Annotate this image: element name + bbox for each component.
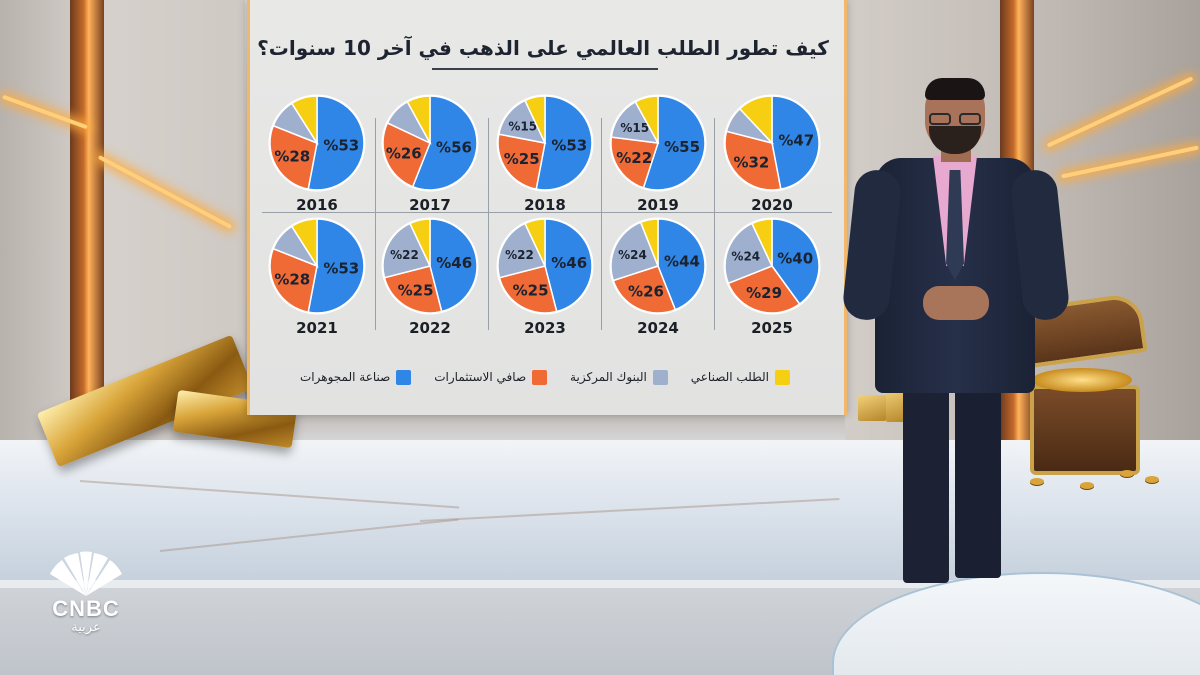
glasses-icon (929, 113, 951, 125)
grid-line-vertical (601, 118, 602, 330)
peacock-icon (50, 551, 122, 596)
year-label-2021: 2021 (296, 319, 338, 337)
grid-line-vertical (488, 118, 489, 330)
legend-swatch-central-banks (652, 369, 668, 385)
presenter-right-leg (955, 378, 1001, 578)
glasses-icon (959, 113, 981, 125)
legend-label-industrial: الطلب الصناعي (690, 370, 769, 384)
year-label-2024: 2024 (637, 319, 679, 337)
treasure-chest (1030, 385, 1140, 475)
chart-legend: صناعة المجوهرات صافي الاستثمارات البنوك … (300, 365, 790, 389)
left-glow-pillar (70, 0, 104, 440)
legend-item-investment: صافي الاستثمارات (434, 369, 548, 385)
year-label-2022: 2022 (409, 319, 451, 337)
legend-item-jewelry: صناعة المجوهرات (300, 369, 412, 385)
grid-line-vertical (714, 118, 715, 330)
grid-line-vertical (375, 118, 376, 330)
legend-item-industrial: الطلب الصناعي (690, 369, 790, 385)
legend-label-jewelry: صناعة المجوهرات (300, 370, 391, 384)
presenter (841, 78, 1071, 583)
year-label-2025: 2025 (751, 319, 793, 337)
logo-subtext: عربية (71, 620, 101, 635)
grid-line-horizontal (262, 212, 832, 213)
presenter-hands (923, 286, 989, 320)
year-label-2020: 2020 (751, 196, 793, 214)
logo-text: CNBC (52, 596, 120, 621)
gold-coin (1080, 482, 1094, 489)
year-label-2023: 2023 (524, 319, 566, 337)
gold-coins-image (1032, 368, 1132, 392)
presenter-tie (946, 170, 964, 280)
gold-coin (1120, 470, 1134, 477)
legend-label-central-banks: البنوك المركزية (570, 370, 647, 384)
legend-swatch-industrial (775, 369, 790, 385)
year-label-2019: 2019 (637, 196, 679, 214)
year-label-2016: 2016 (296, 196, 338, 214)
presenter-beard (929, 126, 981, 154)
presenter-left-leg (903, 378, 949, 583)
gold-coin (1145, 476, 1159, 483)
cnbc-arabia-logo: CNBC عربية (36, 548, 136, 638)
chart-title: كيف تطور الطلب العالمي على الذهب في آخر … (257, 36, 829, 60)
legend-swatch-jewelry (396, 369, 412, 385)
gold-box-image (858, 395, 886, 421)
gold-coin (1030, 478, 1044, 485)
legend-label-investment: صافي الاستثمارات (434, 370, 527, 384)
gold-box-image (886, 388, 908, 422)
year-label-2017: 2017 (409, 196, 451, 214)
presenter-hair (925, 78, 985, 100)
legend-item-central-banks: البنوك المركزية (570, 369, 668, 385)
title-underline (432, 68, 658, 70)
year-label-2018: 2018 (524, 196, 566, 214)
legend-swatch-investment (532, 369, 548, 385)
